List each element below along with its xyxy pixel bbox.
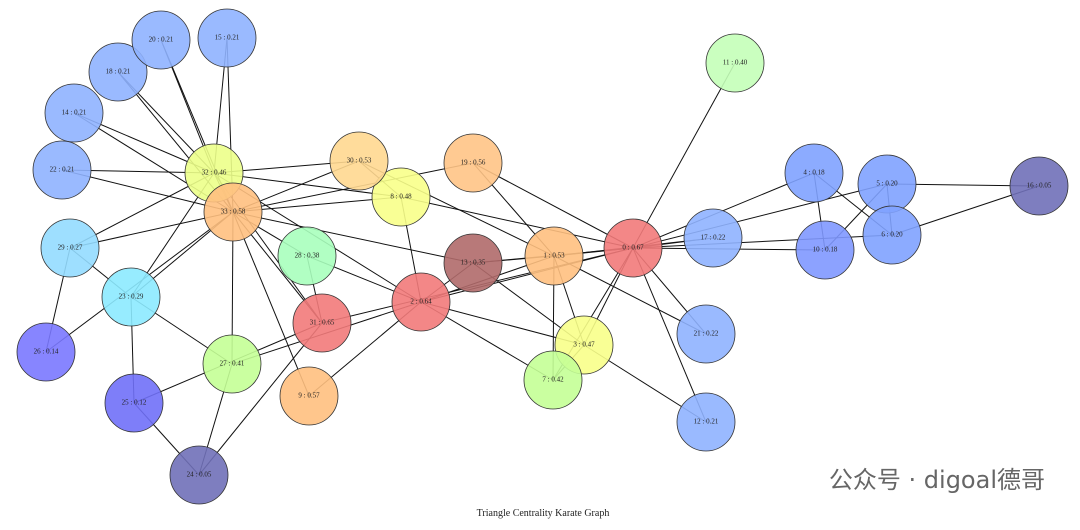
node-label: 14 : 0.21 [62,109,87,117]
node [104,373,164,433]
node-label: 7 : 0.42 [542,376,564,384]
edge [632,247,707,423]
node-label: 30 : 0.53 [347,157,372,165]
node-label: 22 : 0.21 [50,166,75,174]
node [88,42,148,102]
node-label: 1 : 0.53 [543,252,565,260]
node [292,293,352,353]
node [197,8,257,68]
node [131,10,191,70]
node-label: 32 : 0.46 [202,169,227,177]
node [202,334,262,394]
caption: Triangle Centrality Karate Graph [477,508,610,519]
node-label: 6 : 0.20 [881,231,903,239]
node [443,233,503,293]
node [279,366,339,426]
node [705,33,765,93]
node [524,226,584,286]
node-label: 16 : 0.05 [1027,182,1052,190]
node-label: 15 : 0.21 [215,34,240,42]
node-label: 2 : 0.64 [410,298,432,306]
node [784,143,844,203]
node [371,167,431,227]
edge [232,211,310,397]
edge [632,172,815,249]
node [101,267,161,327]
node-label: 31 : 0.65 [310,319,335,327]
node-label: 12 : 0.21 [694,418,719,426]
node-label: 10 : 0.18 [813,246,838,254]
node [169,445,229,505]
node [523,350,583,410]
node-label: 25 : 0.12 [122,399,147,407]
watermark: 公众号 · digoal德哥 [829,466,1045,494]
node-label: 5 : 0.20 [876,180,898,188]
node [203,182,263,242]
node-label: 19 : 0.56 [461,159,486,167]
node-label: 23 : 0.29 [119,293,144,301]
node [391,272,451,332]
nodes: 0 : 0.67 1 : 0.53 2 : 0.64 3 : 0.47 4 : 0.18… [16,8,1069,505]
node [40,218,100,278]
node-label: 8 : 0.48 [390,193,412,201]
node [795,220,855,280]
edge [632,183,888,249]
node-label: 21 : 0.22 [694,330,719,338]
edge [400,196,634,249]
node-label: 26 : 0.14 [34,348,59,356]
node [683,208,743,268]
node-label: 9 : 0.57 [298,392,320,400]
node-label: 3 : 0.47 [573,341,595,349]
node-label: 11 : 0.40 [723,59,748,67]
node-label: 33 : 0.58 [221,208,246,216]
node-label: 18 : 0.21 [106,68,131,76]
edge [632,62,736,249]
node-label: 29 : 0.27 [58,244,83,252]
edge [232,211,474,264]
node [443,133,503,193]
node [16,322,76,382]
node-label: 17 : 0.22 [701,234,726,242]
node-label: 4 : 0.18 [803,169,825,177]
node [44,83,104,143]
node [862,205,922,265]
node [676,304,736,364]
node [32,140,92,200]
node [277,226,337,286]
node [603,218,663,278]
node-label: 13 : 0.35 [461,259,486,267]
node [1009,156,1069,216]
edge [213,172,402,198]
node-label: 24 : 0.05 [187,471,212,479]
node-label: 20 : 0.21 [149,36,174,44]
node [329,131,389,191]
node [676,392,736,452]
node-label: 28 : 0.38 [295,252,320,260]
node-label: 27 : 0.41 [220,360,245,368]
node-label: 0 : 0.67 [622,244,644,252]
edge [472,162,634,249]
edge [198,322,323,476]
